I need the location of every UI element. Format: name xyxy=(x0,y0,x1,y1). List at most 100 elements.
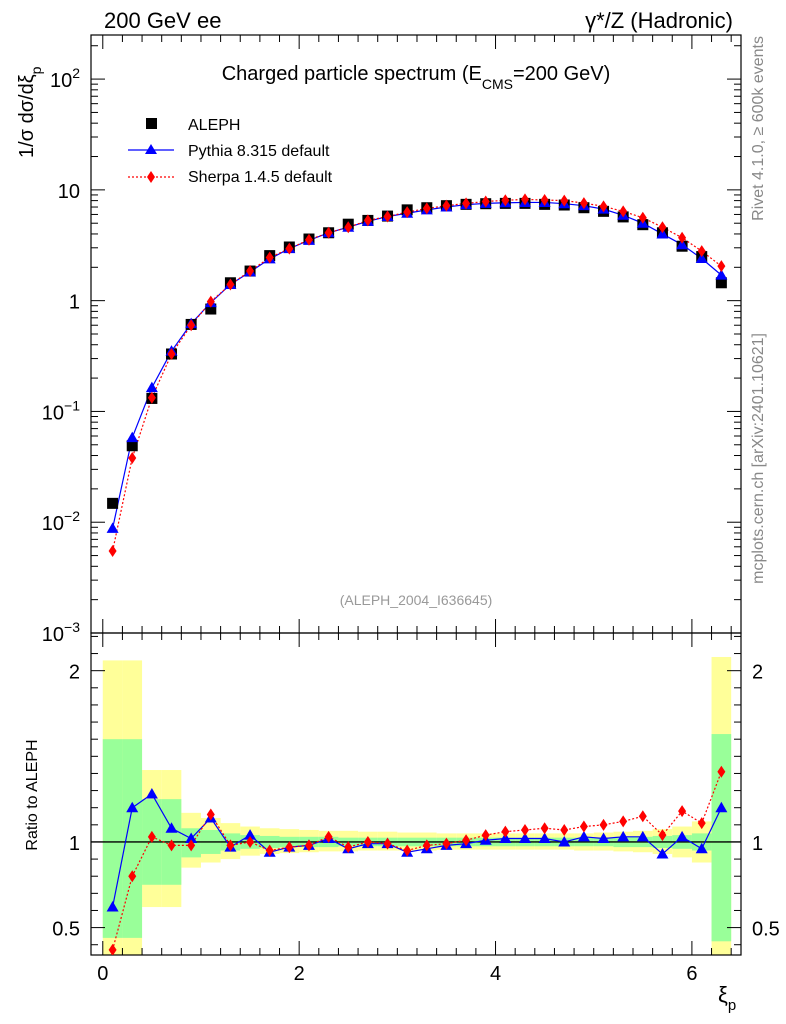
main-ytick-base-3: 10 xyxy=(42,402,64,424)
ratio-point-s1-27 xyxy=(638,810,647,823)
ratio-point-s1-6 xyxy=(226,839,235,852)
band-inner-31 xyxy=(711,734,732,942)
header-right: γ*/Z (Hadronic) xyxy=(585,8,733,33)
side-label-rivet: Rivet 4.1.0, ≥ 600k events xyxy=(750,36,767,221)
ratio-point-s0-7 xyxy=(244,829,257,840)
ratio-series-line-1 xyxy=(112,771,722,951)
ratio-point-s1-31 xyxy=(717,765,726,778)
ratio-point-s1-21 xyxy=(520,823,529,836)
ratio-point-s1-1 xyxy=(128,870,137,883)
ratio-point-s1-26 xyxy=(619,815,628,828)
main-point-s2-18 xyxy=(462,197,471,210)
ratio-point-s1-10 xyxy=(304,839,313,852)
main-point-s2-13 xyxy=(363,214,372,227)
main-ytick-base-2: 1 xyxy=(69,292,80,314)
main-point-s2-3 xyxy=(167,347,176,360)
main-ytick-label-3: 10−1 xyxy=(42,397,80,424)
main-ytick-label-1: 10 xyxy=(58,181,80,203)
main-point-s2-14 xyxy=(383,210,392,223)
main-point-s2-24 xyxy=(579,197,588,210)
main-point-s2-12 xyxy=(344,221,353,234)
ratio-point-s0-22 xyxy=(538,832,551,844)
main-ytick-exp-0: 2 xyxy=(72,65,80,81)
ratio-point-s0-27 xyxy=(636,830,649,842)
side-label-mcplots: mcplots.cern.ch [arXiv:2401.10621] xyxy=(750,333,767,584)
main-point-s2-27 xyxy=(638,211,647,224)
main-point-s2-25 xyxy=(599,200,608,213)
main-series-line-2 xyxy=(112,198,722,552)
main-point-s2-26 xyxy=(619,205,628,218)
ratio-point-s1-30 xyxy=(697,817,706,830)
main-point-s1-31 xyxy=(715,269,728,280)
ratio-ytick-label-right-0: 0.5 xyxy=(752,919,780,941)
main-point-s2-20 xyxy=(501,194,510,207)
main-ytick-exp-4: −2 xyxy=(64,508,80,524)
main-point-s2-7 xyxy=(246,265,255,278)
ratio-point-s1-17 xyxy=(442,837,451,850)
ratio-ylabel: Ratio to ALEPH xyxy=(24,739,41,850)
ratio-point-s0-0 xyxy=(106,901,119,912)
main-ytick-label-2: 1 xyxy=(69,292,80,314)
main-ytick-base-4: 10 xyxy=(42,513,64,535)
ratio-bands xyxy=(102,656,732,955)
ratio-ytick-label-right-2: 2 xyxy=(752,662,763,684)
ratio-series xyxy=(106,765,728,955)
main-series-line-1 xyxy=(112,201,722,529)
ratio-xtick-label-1: 2 xyxy=(294,963,305,985)
band-inner-0 xyxy=(102,739,123,938)
ratio-point-s1-7 xyxy=(246,835,255,848)
main-point-s2-10 xyxy=(304,233,313,246)
ratio-point-s1-11 xyxy=(324,830,333,843)
ratio-point-s1-20 xyxy=(501,825,510,838)
analysis-label: (ALEPH_2004_I636645) xyxy=(340,592,493,608)
main-point-s2-11 xyxy=(324,226,333,239)
ratio-point-s1-22 xyxy=(540,822,549,835)
legend: ALEPH Pythia 8.315 default Sherpa 1.4.5 … xyxy=(128,117,333,186)
ratio-point-s0-25 xyxy=(597,832,610,844)
legend-marker-sherpa xyxy=(147,171,155,183)
ratio-point-s0-3 xyxy=(165,822,178,833)
main-point-s2-5 xyxy=(206,295,215,308)
main-ytick-exp-5: −3 xyxy=(64,619,80,635)
main-point-s2-1 xyxy=(128,451,137,464)
main-point-s0-5 xyxy=(205,303,217,315)
ratio-xtick-label-0: 0 xyxy=(97,963,108,985)
ratio-xtick-label-3: 6 xyxy=(686,963,697,985)
legend-label-sherpa: Sherpa 1.4.5 default xyxy=(188,169,333,186)
main-point-s1-2 xyxy=(145,381,158,393)
band-inner-1 xyxy=(122,739,143,938)
ratio-point-s1-23 xyxy=(560,823,569,836)
ratio-point-s1-0 xyxy=(108,943,117,955)
main-point-s2-4 xyxy=(187,319,196,332)
header-left: 200 GeV ee xyxy=(104,8,221,33)
ratio-xtick-label-2: 4 xyxy=(490,963,501,985)
ratio-point-s0-24 xyxy=(577,830,590,842)
ratio-point-s1-19 xyxy=(481,829,490,842)
ratio-point-s1-16 xyxy=(422,839,431,852)
main-ylabel: 1/σ dσ/dξp xyxy=(16,66,44,158)
ratio-point-s1-29 xyxy=(678,805,687,818)
main-point-s1-0 xyxy=(106,522,119,533)
main-series xyxy=(106,193,728,557)
legend-label-pythia: Pythia 8.315 default xyxy=(188,143,330,160)
main-point-s1-1 xyxy=(126,431,139,443)
main-ytick-label-0: 102 xyxy=(50,65,80,92)
main-ytick-label-4: 10−2 xyxy=(42,508,80,535)
ratio-point-s1-25 xyxy=(599,818,608,831)
main-point-s0-0 xyxy=(107,497,119,509)
main-point-s2-28 xyxy=(658,221,667,234)
ratio-series-clipped xyxy=(106,765,728,955)
main-point-s2-31 xyxy=(717,260,726,273)
ratio-point-s0-29 xyxy=(676,830,689,842)
ratio-point-s0-20 xyxy=(499,832,512,844)
ratio-ytick-label-right-1: 1 xyxy=(752,833,763,855)
main-point-s2-23 xyxy=(560,194,569,207)
main-point-s2-8 xyxy=(265,251,274,264)
ratio-point-s0-1 xyxy=(126,801,139,813)
main-point-s2-30 xyxy=(697,245,706,258)
ratio-point-s1-2 xyxy=(147,830,156,843)
main-point-s2-21 xyxy=(520,193,529,206)
ratio-xlabel: ξp xyxy=(718,982,736,1014)
